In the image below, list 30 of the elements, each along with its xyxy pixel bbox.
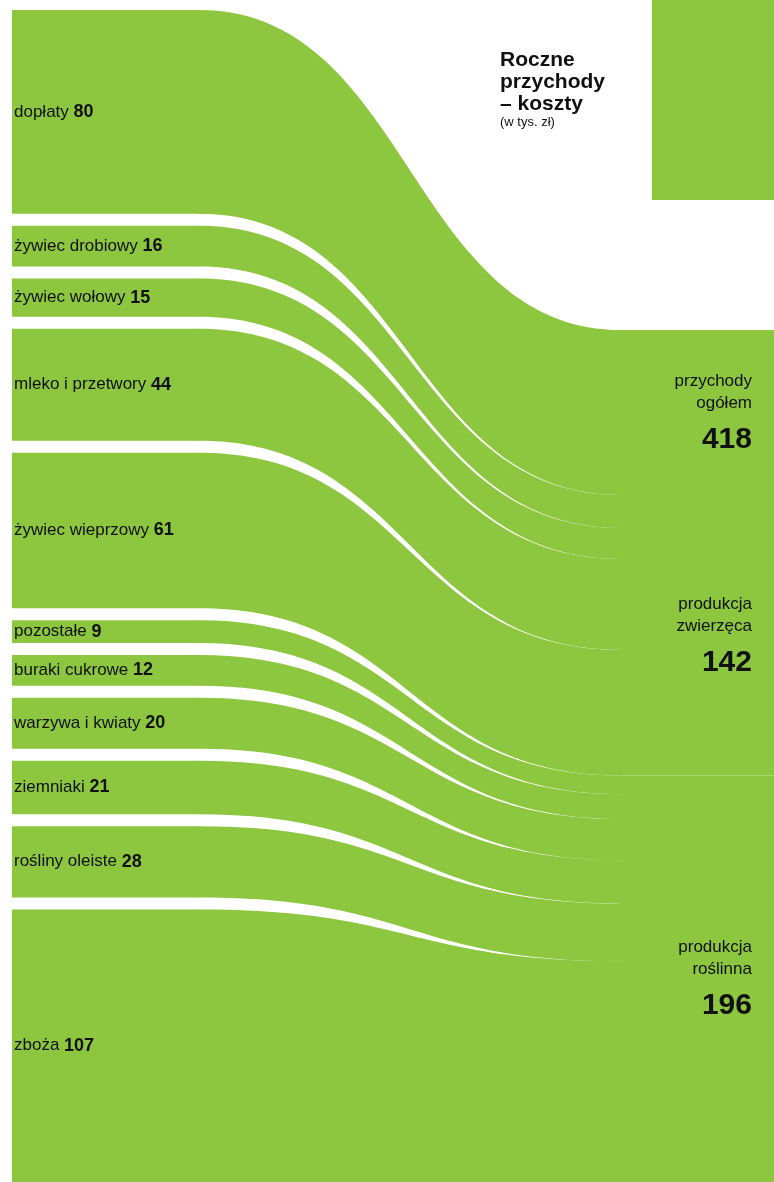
data-label: 28 xyxy=(121,850,142,871)
data-label: 9 xyxy=(91,620,102,641)
data-label: 61 xyxy=(153,519,174,540)
text: 196 xyxy=(701,987,752,1021)
category-label: rośliny oleiste xyxy=(14,851,122,871)
data-label: 107 xyxy=(64,1034,95,1055)
text: produkcja zwierzęca xyxy=(676,594,753,635)
category-label: zboża xyxy=(14,1035,65,1055)
category-label: ziemniaki xyxy=(14,777,90,797)
category-label: warzywa i kwiaty xyxy=(13,712,146,732)
category-label: buraki cukrowe xyxy=(14,660,134,680)
text: 142 xyxy=(701,643,752,677)
category-label: żywiec wieprzowy xyxy=(14,520,154,540)
data-label: 44 xyxy=(150,373,172,394)
data-label: 15 xyxy=(130,286,151,307)
category-label: mleko i przetwory xyxy=(14,374,151,394)
category-label: żywiec drobiowy xyxy=(14,235,143,255)
data-label: 20 xyxy=(145,712,166,733)
text: Roczne przychody – koszty xyxy=(500,46,606,114)
text: przychody ogółem xyxy=(674,371,753,413)
category-label: dopłaty xyxy=(14,101,74,121)
text: produkcja roślinna xyxy=(678,937,753,979)
text: 418 xyxy=(701,420,752,454)
data-label: 16 xyxy=(142,235,163,256)
category-label: żywiec wołowy xyxy=(14,287,131,307)
data-label: 80 xyxy=(73,100,94,121)
data-label: 12 xyxy=(133,659,154,680)
data-label: 21 xyxy=(89,776,110,797)
category-label: pozostałe xyxy=(14,621,92,641)
text: (w tys. zł) xyxy=(500,113,555,129)
